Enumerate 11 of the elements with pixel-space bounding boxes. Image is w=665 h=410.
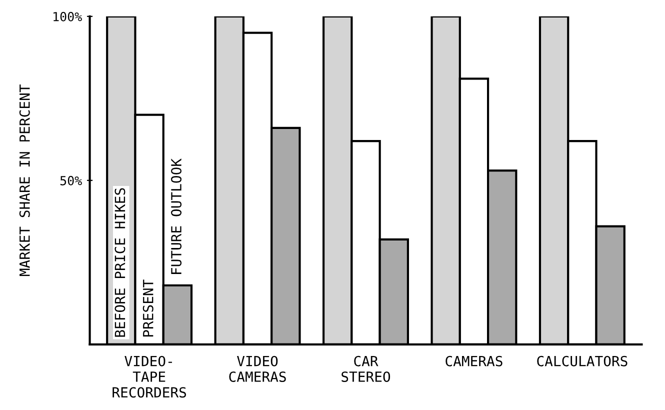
series-label: PRESENT [142, 280, 154, 337]
text: FUTURE OUTLOOK [171, 158, 182, 274]
x-tick-label: CAMERAS [446, 356, 502, 366]
y-tick-label: 100% [54, 12, 82, 22]
x-tick-label: CALCULATORS [537, 356, 628, 366]
series-label: BEFORE PRICE HIKES [114, 188, 126, 337]
x-tick-label: VIDEO- TAPE RECORDERS [112, 356, 186, 398]
y-tick-label: 50% [60, 176, 82, 186]
y-axis-title: MARKET SHARE IN PERCENT [19, 84, 30, 276]
x-tick-label: CAR STEREO [342, 356, 390, 382]
x-tick-label: VIDEO CAMERAS [229, 356, 286, 382]
